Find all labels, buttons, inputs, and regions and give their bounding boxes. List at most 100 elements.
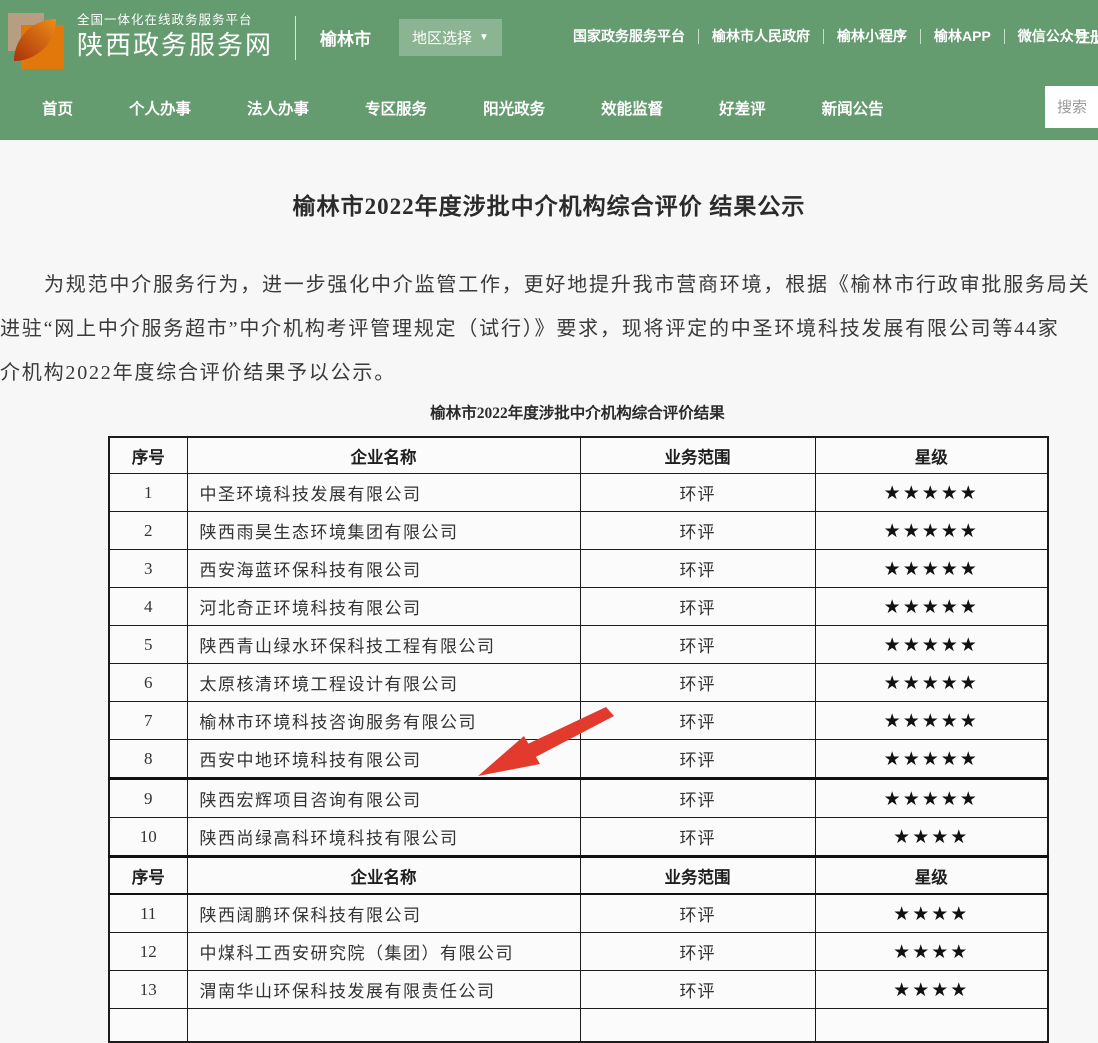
register-link[interactable]: 注册 — [1075, 29, 1098, 46]
table-header-row: 序号 企业名称 业务范围 星级 — [108, 436, 1049, 474]
page-title: 榆林市2022年度涉批中介机构综合评价 结果公示 — [292, 194, 806, 219]
nav-item[interactable]: 个人办事 — [129, 100, 192, 118]
nav-item[interactable]: 新闻公告 — [821, 100, 884, 118]
empty-cell — [579, 1008, 816, 1043]
column-header: 星级 — [814, 436, 1049, 474]
paragraph-line: 为规范中介服务行为，进一步强化中介监管工作，更好地提升我市营商环境，根据《榆林市… — [44, 274, 1091, 296]
search-box — [1045, 86, 1098, 128]
table-row: 5 陕西青山绿水环保科技工程有限公司 环评 ★★★★★ — [108, 625, 1049, 664]
business-scope-cell: 环评 — [579, 473, 816, 512]
current-city-label: 榆林市 — [320, 30, 372, 49]
business-scope-cell: 环评 — [579, 549, 816, 588]
row-number-cell: 12 — [108, 932, 188, 971]
row-number-cell: 13 — [108, 970, 188, 1009]
region-select-button[interactable]: 地区选择 ▼ — [399, 19, 502, 56]
row-number-cell: 10 — [108, 817, 188, 857]
site-name: 陕西政务服务网 — [77, 30, 274, 61]
star-rating-cell: ★★★★ — [814, 970, 1049, 1009]
company-name-cell: 中圣环境科技发展有限公司 — [186, 473, 581, 512]
nav-item[interactable]: 专区服务 — [365, 100, 428, 118]
column-header: 业务范围 — [579, 855, 816, 895]
star-rating-cell: ★★★★★ — [814, 701, 1049, 740]
table-row: 13 渭南华山环保科技发展有限责任公司 环评 ★★★★ — [108, 970, 1049, 1009]
top-link[interactable]: 榆林市人民政府 — [712, 28, 810, 44]
nav-item[interactable]: 好差评 — [719, 100, 766, 118]
top-link-separator — [823, 28, 824, 44]
business-scope-cell: 环评 — [579, 587, 816, 626]
row-number-cell: 5 — [108, 625, 188, 664]
table-row: 4 河北奇正环境科技有限公司 环评 ★★★★★ — [108, 587, 1049, 626]
row-number-cell: 1 — [108, 473, 188, 512]
table-row: 1 中圣环境科技发展有限公司 环评 ★★★★★ — [108, 473, 1049, 512]
site-header: 全国一体化在线政务服务平台 陕西政务服务网 榆林市 地区选择 ▼ 国家政务服务平… — [0, 0, 1098, 140]
top-link-separator — [1003, 28, 1005, 44]
top-link-separator — [698, 28, 699, 44]
chevron-down-icon: ▼ — [479, 31, 489, 43]
star-rating-cell: ★★★★★ — [814, 739, 1049, 779]
row-number-cell: 3 — [108, 549, 188, 588]
star-rating-cell: ★★★★★ — [814, 663, 1049, 702]
table-row: 2 陕西雨昊生态环境集团有限公司 环评 ★★★★★ — [108, 511, 1049, 550]
empty-cell — [814, 1008, 1049, 1043]
row-number-cell: 7 — [108, 701, 188, 740]
table-header-row: 序号 企业名称 业务范围 星级 — [108, 855, 1049, 895]
top-link[interactable]: 榆林APP — [934, 28, 991, 44]
business-scope-cell: 环评 — [579, 777, 816, 818]
main-nav: 首页 个人办事 法人办事 专区服务 阳光政务 效能监督 好差评 新闻公告 — [0, 75, 1098, 140]
table-row: 7 榆林市环境科技咨询服务有限公司 环评 ★★★★★ — [108, 701, 1049, 740]
column-header: 序号 — [108, 855, 188, 895]
paragraph-line: 进驻“网上中介服务超市”中介机构考评管理规定（试行）》要求，现将评定的中圣环境科… — [0, 318, 1060, 340]
star-rating-cell: ★★★★★ — [814, 549, 1049, 588]
platform-name: 全国一体化在线政务服务平台 — [77, 13, 253, 28]
top-link[interactable]: 微信公众号 — [1017, 28, 1088, 44]
empty-cell — [186, 1008, 581, 1043]
star-rating-cell: ★★★★ — [814, 817, 1049, 857]
company-name-cell: 陕西宏辉项目咨询有限公司 — [186, 777, 581, 818]
announcement-article: 榆林市2022年度涉批中介机构综合评价 结果公示 为规范中介服务行为，进一步强化… — [0, 187, 1098, 1043]
table-row: 6 太原核清环境工程设计有限公司 环评 ★★★★★ — [108, 663, 1049, 702]
evaluation-results-table: 序号 企业名称 业务范围 星级 1 中圣环境科技发展有限公司 环评 ★★★★★ 2 陕西雨昊生态环… — [108, 436, 1049, 1043]
column-header: 企业名称 — [186, 436, 581, 474]
nav-item[interactable]: 法人办事 — [247, 100, 310, 118]
business-scope-cell: 环评 — [579, 817, 816, 857]
banner-top-row: 全国一体化在线政务服务平台 陕西政务服务网 榆林市 地区选择 ▼ 国家政务服务平… — [0, 0, 1098, 75]
top-link[interactable]: 榆林小程序 — [837, 28, 907, 44]
column-header: 序号 — [108, 436, 188, 474]
nav-item[interactable]: 阳光政务 — [483, 100, 546, 118]
row-number-cell: 8 — [108, 739, 188, 779]
table-row: 10 陕西尚绿高科环境科技有限公司 环评 ★★★★ — [108, 817, 1049, 857]
top-links: 国家政务服务平台 榆林市人民政府 榆林小程序 榆林APP 微信公众号 — [573, 26, 1088, 46]
search-input[interactable] — [1045, 86, 1098, 128]
brand-text: 全国一体化在线政务服务平台 陕西政务服务网 — [77, 13, 273, 61]
table-row: 3 西安海蓝环保科技有限公司 环评 ★★★★★ — [108, 549, 1049, 588]
business-scope-cell: 环评 — [579, 893, 816, 933]
nav-item[interactable]: 首页 — [42, 100, 74, 118]
top-link[interactable]: 国家政务服务平台 — [573, 28, 685, 44]
business-scope-cell: 环评 — [579, 701, 816, 740]
company-name-cell: 榆林市环境科技咨询服务有限公司 — [186, 701, 581, 740]
business-scope-cell: 环评 — [579, 663, 816, 702]
table-row: 11 陕西阔鹏环保科技有限公司 环评 ★★★★ — [108, 893, 1049, 933]
table-row: 8 西安中地环境科技有限公司 环评 ★★★★★ — [108, 739, 1049, 779]
business-scope-cell: 环评 — [579, 511, 816, 550]
company-name-cell: 陕西青山绿水环保科技工程有限公司 — [186, 625, 581, 664]
star-rating-cell: ★★★★★ — [814, 625, 1049, 664]
results-table-body: 序号 企业名称 业务范围 星级 1 中圣环境科技发展有限公司 环评 ★★★★★ 2 陕西雨昊生态环… — [108, 436, 1049, 1043]
star-rating-cell: ★★★★★ — [814, 511, 1049, 550]
company-name-cell: 太原核清环境工程设计有限公司 — [186, 663, 581, 702]
top-link-separator — [920, 28, 921, 44]
region-select-label: 地区选择 — [412, 30, 473, 47]
row-number-cell: 2 — [108, 511, 188, 550]
business-scope-cell: 环评 — [579, 739, 816, 779]
table-caption: 榆林市2022年度涉批中介机构综合评价结果 — [430, 405, 725, 422]
star-rating-cell: ★★★★ — [814, 893, 1049, 933]
announcement-paragraph: 为规范中介服务行为，进一步强化中介监管工作，更好地提升我市营商环境，根据《榆林市… — [0, 263, 1098, 395]
column-header: 星级 — [814, 855, 1049, 895]
column-header: 业务范围 — [579, 436, 816, 474]
empty-cell — [108, 1008, 188, 1043]
business-scope-cell: 环评 — [579, 625, 816, 664]
nav-item[interactable]: 效能监督 — [601, 100, 664, 118]
row-number-cell: 9 — [108, 777, 188, 818]
paragraph-line: 介机构2022年度综合评价结果予以公示。 — [0, 362, 396, 384]
site-logo-icon — [8, 11, 64, 69]
